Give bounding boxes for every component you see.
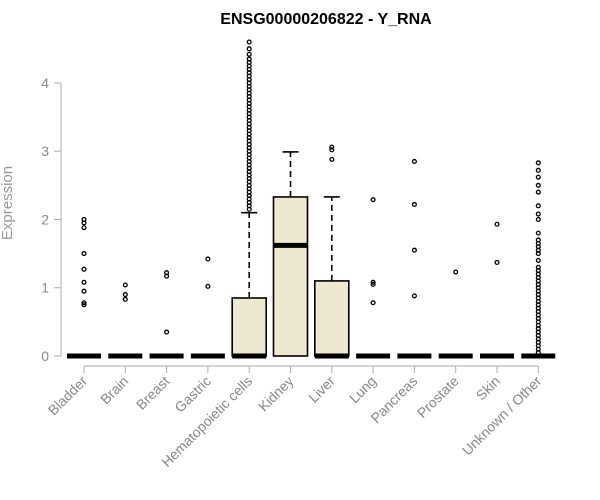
outlier-point: [81, 216, 87, 223]
outlier-point: [246, 39, 252, 45]
y-tick-label: 0: [41, 348, 49, 364]
outlier-point: [370, 300, 376, 306]
outlier-point: [535, 182, 541, 188]
outlier-point: [81, 279, 87, 285]
outlier-point: [535, 160, 541, 166]
x-tick-label: Skin: [473, 373, 504, 404]
outlier-point: [81, 300, 87, 306]
outlier-point: [453, 269, 459, 275]
y-axis-label: Expression: [0, 166, 16, 240]
y-tick-label: 4: [41, 75, 49, 91]
x-tick-label: Prostate: [414, 373, 462, 421]
outlier-point: [81, 302, 87, 308]
outlier-point: [329, 144, 335, 150]
outlier-point: [411, 293, 417, 299]
outlier-point: [164, 329, 170, 335]
outlier-point: [535, 189, 541, 195]
box-hematopoietic-cells: [231, 39, 267, 359]
box-lung: [356, 197, 391, 359]
outlier-point: [370, 279, 376, 285]
box-gastric: [190, 256, 225, 359]
outlier-point: [246, 56, 252, 62]
x-tick-label: Brain: [97, 373, 131, 407]
outlier-point: [370, 281, 376, 287]
outlier-point: [494, 221, 500, 227]
outlier-point: [164, 270, 170, 276]
x-tick-label: Lung: [346, 373, 379, 406]
outlier-point: [535, 174, 541, 180]
outlier-point: [535, 167, 541, 173]
box-body: [313, 280, 350, 357]
outlier-point: [411, 247, 417, 253]
y-tick-label: 3: [41, 143, 49, 159]
outlier-point: [329, 156, 335, 162]
box-prostate: [438, 269, 473, 359]
outlier-point: [246, 46, 252, 52]
outlier-point: [246, 51, 252, 57]
outlier-point: [535, 216, 541, 223]
x-tick-label: Kidney: [255, 373, 297, 415]
outlier-point: [81, 251, 87, 257]
outlier-point: [122, 292, 128, 298]
box-unknown-other: [521, 160, 556, 359]
outlier-point: [329, 147, 335, 153]
outlier-point: [205, 256, 211, 262]
box-skin: [480, 221, 514, 359]
outlier-point: [535, 203, 541, 209]
outlier-point: [494, 259, 500, 266]
box-brain: [108, 282, 143, 359]
outlier-point: [535, 211, 541, 217]
x-tick-label: Bladder: [45, 373, 91, 419]
y-tick-label: 2: [41, 211, 49, 227]
y-tick-label: 1: [41, 280, 49, 296]
outlier-point: [81, 266, 87, 272]
outlier-point: [535, 230, 541, 236]
outlier-point: [411, 201, 417, 208]
outlier-point: [81, 288, 87, 294]
box-kidney: [272, 151, 309, 357]
box-liver: [313, 144, 350, 359]
outlier-point: [535, 237, 541, 243]
outlier-point: [535, 264, 541, 270]
outlier-point: [122, 282, 128, 288]
box-bladder: [67, 216, 101, 359]
outlier-point: [370, 197, 376, 203]
y-axis: 0 1 2 3 4: [41, 75, 62, 364]
box-body: [231, 297, 267, 357]
box-body: [272, 196, 309, 357]
outlier-point: [122, 296, 128, 302]
box-breast: [149, 270, 184, 359]
outlier-point: [205, 283, 211, 289]
x-tick-label: Liver: [305, 373, 338, 406]
chart-title: ENSG00000206822 - Y_RNA: [220, 11, 432, 28]
x-tick-label: Breast: [133, 373, 173, 413]
box-pancreas: [397, 158, 432, 359]
outlier-point: [411, 158, 417, 165]
outlier-point: [81, 225, 87, 231]
outlier-point: [535, 257, 541, 263]
plot-area: [67, 39, 556, 359]
